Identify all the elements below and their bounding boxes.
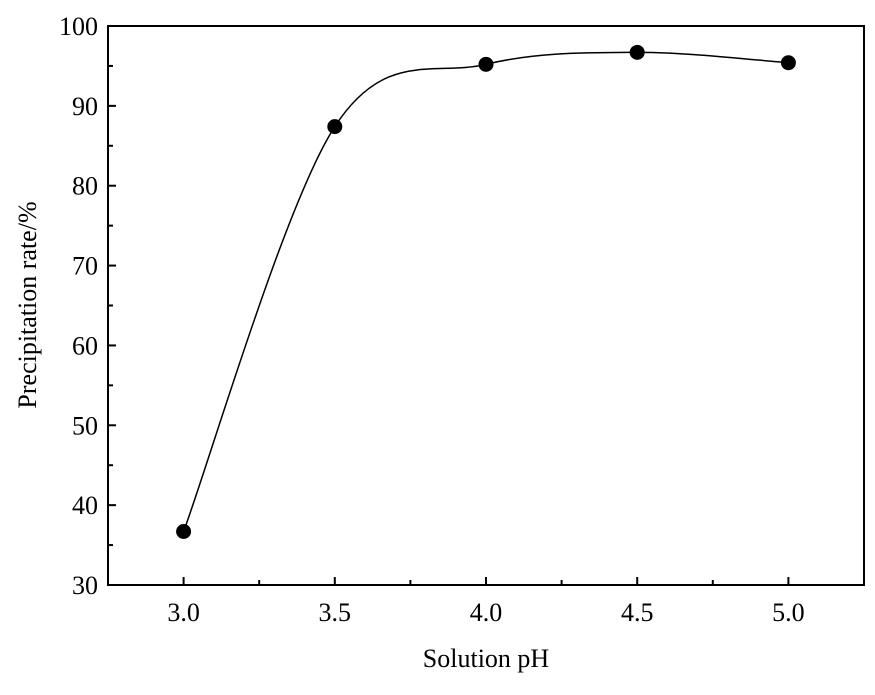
y-tick-label: 80	[72, 172, 98, 201]
axis-tick-labels: 3.0 3.5 4.0 4.5 5.0 30 40 50 60 70 80 90 100	[59, 12, 805, 627]
y-tick-label: 50	[72, 411, 98, 440]
y-tick-label: 30	[72, 571, 98, 600]
y-axis-label: Precipitation rate/%	[13, 201, 42, 408]
data-point	[780, 55, 796, 71]
data-point	[478, 56, 494, 72]
series-points	[176, 44, 796, 539]
x-tick-label: 5.0	[772, 598, 805, 627]
plot-frame	[107, 25, 865, 586]
series-curve	[182, 51, 789, 532]
data-point	[176, 523, 192, 539]
x-tick-label: 4.0	[470, 598, 503, 627]
y-tick-label: 60	[72, 331, 98, 360]
x-axis-label: Solution pH	[423, 644, 550, 673]
y-tick-label: 40	[72, 491, 98, 520]
y-tick-label: 100	[59, 12, 98, 41]
x-tick-label: 4.5	[621, 598, 654, 627]
data-point	[327, 119, 343, 135]
x-tick-label: 3.5	[319, 598, 352, 627]
y-tick-label: 90	[72, 92, 98, 121]
y-tick-label: 70	[72, 252, 98, 281]
x-tick-label: 3.0	[167, 598, 200, 627]
data-point	[629, 44, 645, 60]
axis-ticks	[108, 25, 790, 586]
